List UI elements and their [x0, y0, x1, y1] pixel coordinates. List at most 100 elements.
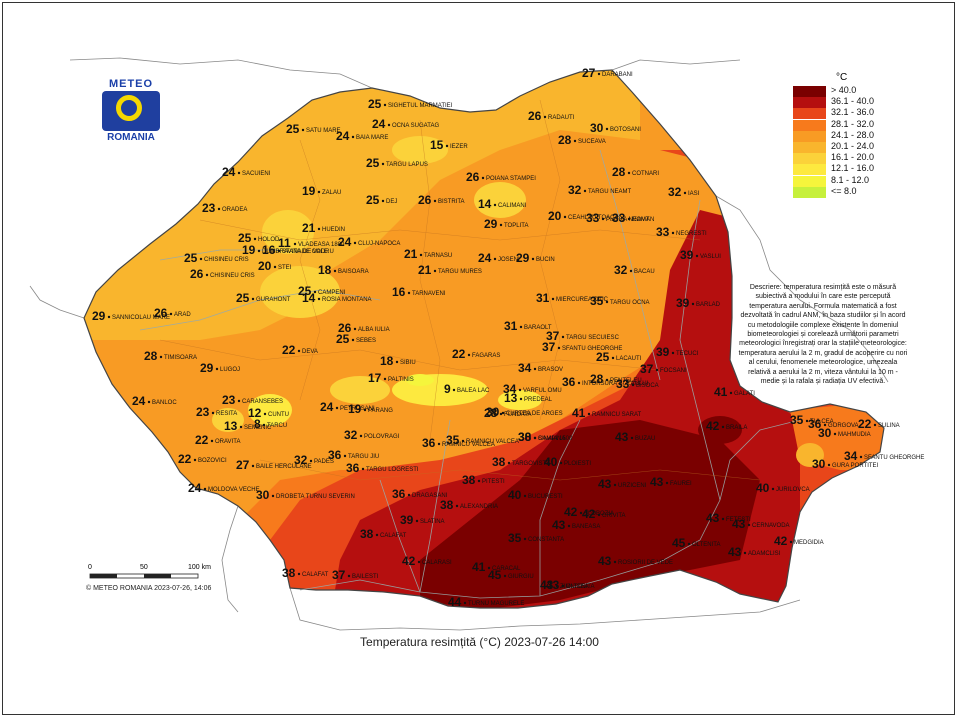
station-marker[interactable]: 33 ROMAN	[612, 211, 654, 225]
station-marker[interactable]: 25 LACAUTI	[596, 350, 642, 364]
station-marker[interactable]: 38 CALAFAT	[360, 527, 407, 541]
station-marker[interactable]: 11 VLADEASA 1800	[278, 236, 345, 250]
station-marker[interactable]: 37 FOCSANI	[640, 362, 687, 376]
station-marker[interactable]: 21 HUEDIN	[302, 221, 345, 235]
station-marker[interactable]: 13 SEMENIC	[224, 419, 272, 433]
station-marker[interactable]: 22 SULINA	[858, 417, 900, 431]
station-marker[interactable]: 26 ALBA IULIA	[338, 321, 390, 335]
station-marker[interactable]: 43 FAUREI	[650, 475, 692, 489]
station-marker[interactable]: 18 BAISOARA	[318, 263, 369, 277]
station-marker[interactable]: 25 SEBES	[336, 332, 376, 346]
station-marker[interactable]: 28 FUNDATA	[484, 406, 531, 420]
station-marker[interactable]: 22 FAGARAS	[452, 347, 500, 361]
station-marker[interactable]: 37 TARGU SECUIESC	[546, 329, 620, 343]
station-marker[interactable]: 28 TIMISOARA	[144, 349, 197, 363]
station-marker[interactable]: 36 TARGU LOGRESTI	[346, 461, 419, 475]
station-marker[interactable]: 33 BISOCA	[616, 377, 659, 391]
station-marker[interactable]: 20 STEI	[258, 259, 292, 273]
station-marker[interactable]: 43 CERNAVODA	[732, 517, 790, 531]
station-marker[interactable]: 19 ZALAU	[302, 184, 341, 198]
station-marker[interactable]: 29 SANNICOLAU MARE	[92, 309, 170, 323]
station-marker[interactable]: 38 ALEXANDRIA	[440, 498, 498, 512]
station-marker[interactable]: 26 BISTRITA	[418, 193, 465, 207]
station-marker[interactable]: 34 BRASOV	[518, 361, 563, 375]
station-marker[interactable]: 13 PREDEAL	[504, 391, 553, 405]
station-marker[interactable]: 41 RAMNICU SARAT	[572, 406, 642, 420]
station-marker[interactable]: 35 TULCEA	[790, 413, 834, 427]
station-marker[interactable]: 43 ZIMNICEA	[540, 578, 589, 592]
station-marker[interactable]: 19 DUMBRAVITA DE CODRU	[242, 243, 334, 257]
station-marker[interactable]: 24 CLUJ-NAPOCA	[338, 235, 400, 249]
station-marker[interactable]: 27 BAILE HERCULANE	[236, 458, 312, 472]
station-marker[interactable]: 35 RAMNICU VALCEA	[446, 433, 519, 447]
station-marker[interactable]: 24 BANLOC	[132, 394, 177, 408]
station-marker[interactable]: 34 VARFUL OMU	[503, 382, 562, 396]
station-marker[interactable]: 30 CURTEA DE ARGES	[486, 405, 563, 419]
station-marker[interactable]: 18 SIBIU	[380, 354, 416, 368]
station-marker[interactable]: 14 CALIMANI	[478, 197, 527, 211]
station-marker[interactable]: 43 BANEASA	[552, 518, 600, 532]
station-marker[interactable]: 25 CHISINEU CRIS	[184, 251, 249, 265]
station-marker[interactable]: 36 RAMNICU VALCEA	[422, 436, 495, 450]
station-marker[interactable]: 15 IEZER	[430, 138, 468, 152]
station-marker[interactable]: 21 TARNASU	[404, 247, 452, 261]
station-marker[interactable]: 40 JURILOVCA	[756, 481, 810, 495]
station-marker[interactable]: 38 CALAFAT	[282, 566, 329, 580]
station-marker[interactable]: 42 MEDGIDIA	[774, 534, 824, 548]
station-marker[interactable]: 37 BAILESTI	[332, 568, 379, 582]
station-marker[interactable]: 31 BARAOLT	[504, 319, 552, 333]
station-marker[interactable]: 36 DRAGASANI	[392, 487, 448, 501]
station-marker[interactable]: 12 CUNTU	[248, 406, 289, 420]
station-marker[interactable]: 26 CHISINEU CRIS	[190, 267, 255, 281]
station-marker[interactable]: 29 BUCIN	[516, 251, 555, 265]
station-marker[interactable]: 21 TARGU MURES	[418, 263, 482, 277]
station-marker[interactable]: 36 TARGU JIU	[328, 448, 379, 462]
station-marker[interactable]: 32 POLOVRAGI	[344, 428, 400, 442]
station-marker[interactable]: 32 BACAU	[614, 263, 655, 277]
station-marker[interactable]: 25 HOLOD	[238, 231, 280, 245]
station-marker[interactable]: 33 PIATRA NEAMT	[586, 211, 650, 225]
station-marker[interactable]: 25 SATU MARE	[286, 122, 341, 136]
station-marker[interactable]: 45 OLTENITA	[672, 536, 720, 550]
station-marker[interactable]: 20 CEAHLAU TOACA	[548, 209, 618, 223]
station-marker[interactable]: 27 DARABANI	[582, 66, 633, 80]
station-marker[interactable]: 30 MAHMUDIA	[818, 426, 871, 440]
station-marker[interactable]: 14 ROSIA MONTANA	[302, 291, 372, 305]
station-marker[interactable]: 8 TARCU	[254, 417, 287, 431]
station-marker[interactable]: 39 VASLUI	[680, 248, 721, 262]
station-marker[interactable]: 45 GIURGIU	[488, 568, 534, 582]
station-marker[interactable]: 26 RADAUTI	[528, 109, 575, 123]
station-marker[interactable]: 30 DROBETA TURNU SEVERIN	[256, 488, 355, 502]
station-marker[interactable]: 43 ADAMCLISI	[728, 545, 781, 559]
station-marker[interactable]: 34 SFANTU GHEORGHE	[844, 449, 924, 463]
station-marker[interactable]: 23 CARANSEBES	[222, 393, 283, 407]
station-marker[interactable]: 43 FETESTI	[706, 511, 751, 525]
station-marker[interactable]: 9 BALEA LAC	[444, 382, 490, 396]
station-marker[interactable]: 28 SUCEAVA	[558, 133, 606, 147]
station-marker[interactable]: 42 GRIVITA	[582, 507, 626, 521]
station-marker[interactable]: 24 BAIA MARE	[336, 129, 388, 143]
station-marker[interactable]: 26 POIANA STAMPEI	[466, 170, 536, 184]
station-marker[interactable]: 32 PADES	[294, 453, 334, 467]
station-marker[interactable]: 44 TURNU MAGURELE	[448, 595, 524, 609]
station-marker[interactable]: 16 STANA DE VALE	[262, 243, 328, 257]
station-marker[interactable]: 31 MIERCUREA CIUC	[536, 291, 609, 305]
station-marker[interactable]: 29 LUGOJ	[200, 361, 240, 375]
station-marker[interactable]: 41 CARACAL	[472, 560, 521, 574]
station-marker[interactable]: 19 PARANG	[348, 402, 393, 416]
station-marker[interactable]: 30 BOTOSANI	[590, 121, 641, 135]
station-marker[interactable]: 43 URZICENI	[598, 477, 647, 491]
station-marker[interactable]: 32 IASI	[668, 185, 700, 199]
station-marker[interactable]: 35 CONSTANTA	[508, 531, 564, 545]
station-marker[interactable]: 25 CAMPENI	[298, 284, 346, 298]
station-marker[interactable]: 42 BRAILA	[706, 419, 747, 433]
station-marker[interactable]: 28 COTNARI	[612, 165, 659, 179]
station-marker[interactable]: 22 DEVA	[282, 343, 318, 357]
station-marker[interactable]: 41 GALATI	[714, 385, 755, 399]
station-marker[interactable]: 25 SIGHETUL MARMATIEI	[368, 97, 453, 111]
station-marker[interactable]: 33 NEGRESTI	[656, 225, 707, 239]
station-marker[interactable]: 25 GURAHONT	[236, 291, 291, 305]
station-marker[interactable]: 22 ORAVITA	[195, 433, 240, 447]
station-marker[interactable]: 43 BUZAU	[615, 430, 655, 444]
